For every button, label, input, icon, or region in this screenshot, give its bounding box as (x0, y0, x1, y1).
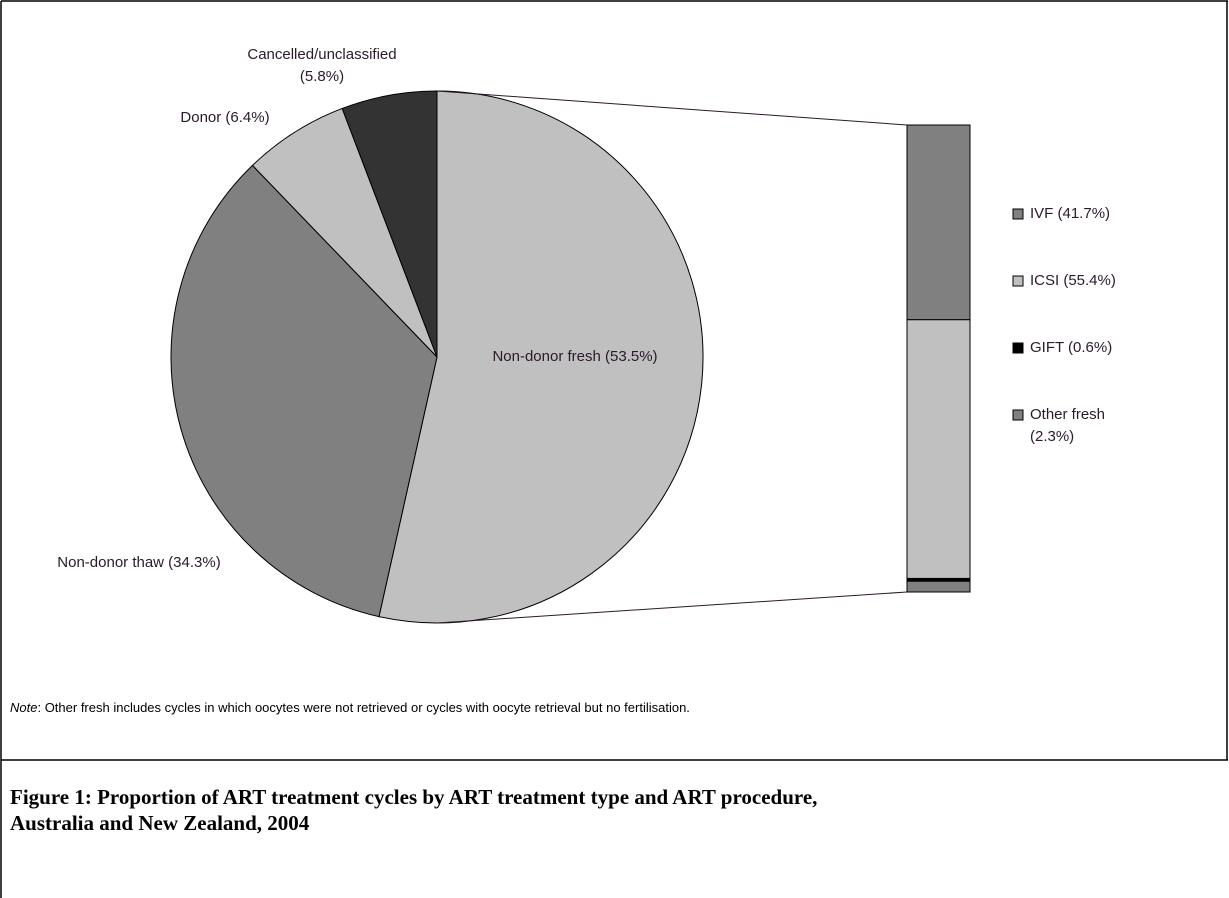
legend-swatch (1012, 275, 1024, 287)
chart-title: Australia and New Zealand, 2004 (10, 811, 310, 835)
legend-swatch (1012, 409, 1024, 421)
legend-swatch (1012, 208, 1024, 220)
legend-label: GIFT (0.6%) (1030, 339, 1112, 356)
pie-label: (5.8%) (300, 68, 344, 85)
legend-label: ICSI (55.4%) (1030, 272, 1116, 289)
legend-swatch (1012, 342, 1024, 354)
pie-slice (341, 90, 438, 358)
bar-segment (906, 124, 971, 321)
bar-segment (906, 580, 971, 593)
note: Note: Other fresh includes cycles in whi… (10, 700, 690, 715)
note-text: : Other fresh includes cycles in which o… (37, 700, 689, 715)
pie-label: Cancelled/unclassified (247, 46, 396, 63)
pie-slice (378, 90, 704, 624)
legend-label: IVF (41.7%) (1030, 205, 1110, 222)
connector (436, 591, 908, 624)
pie-slice (170, 164, 438, 618)
note-label: Note (10, 700, 37, 715)
connector (436, 90, 908, 126)
pie-label: Non-donor fresh (53.5%) (492, 348, 657, 365)
pie-label: Non-donor thaw (34.3%) (57, 554, 220, 571)
legend-label: (2.3%) (1030, 428, 1074, 445)
bar-segment (906, 319, 971, 579)
chart-title: Figure 1: Proportion of ART treatment cy… (10, 785, 817, 809)
pie-label: Donor (6.4%) (180, 109, 269, 126)
legend-label: Other fresh (1030, 406, 1105, 423)
